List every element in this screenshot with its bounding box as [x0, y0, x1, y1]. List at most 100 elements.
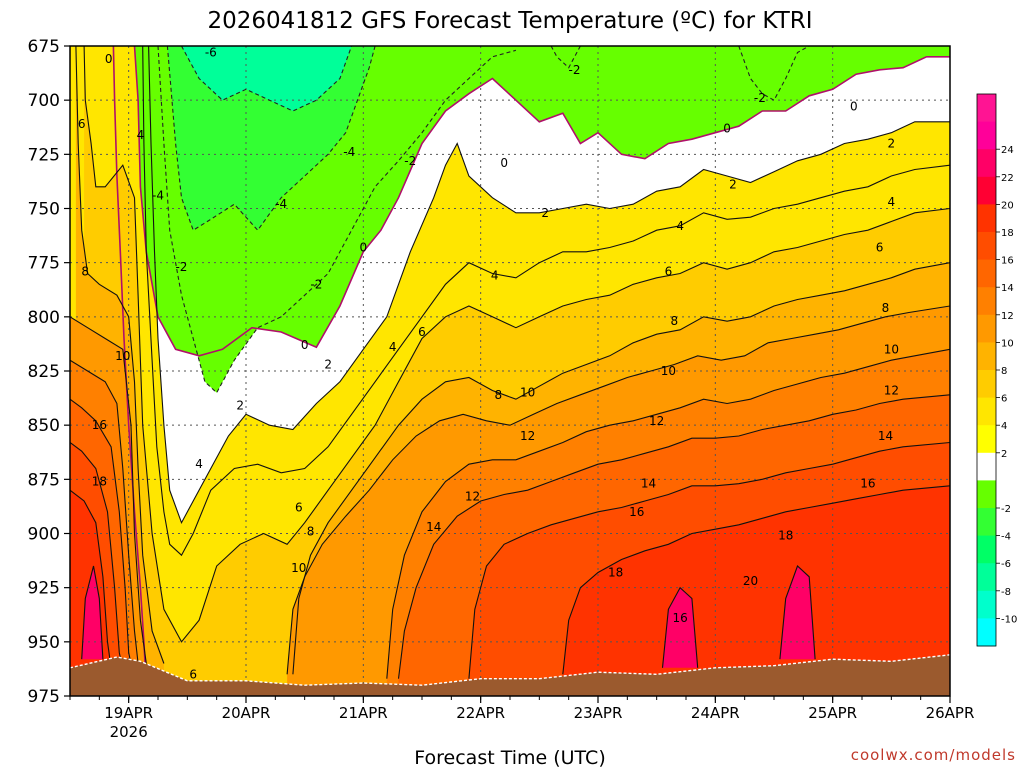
contour-label: -2: [404, 154, 416, 168]
x-tick-label: 22APR: [456, 704, 505, 722]
contour-line: [562, 485, 950, 675]
contour-label: 2: [324, 358, 332, 372]
contour-label: 20: [743, 574, 758, 588]
y-tick-label: 925: [28, 579, 60, 599]
contour-label: 16: [672, 611, 687, 625]
colorbar-swatch: [977, 590, 996, 619]
x-tick-label: 25APR: [808, 704, 857, 722]
contour-label: 10: [661, 364, 676, 378]
contour-label: 14: [426, 520, 441, 534]
colorbar-swatch: [977, 618, 996, 647]
contour-line: [142, 46, 950, 557]
colorbar-swatch: [977, 259, 996, 288]
contour-label: 6: [78, 117, 86, 131]
contour-label: 16: [860, 477, 875, 491]
x-tick-label: 19APR: [104, 704, 153, 722]
y-tick-label: 975: [28, 687, 60, 707]
contour-label: 0: [723, 121, 731, 135]
contour-label: 10: [291, 561, 306, 575]
colorbar-tick-label: -4: [1001, 532, 1011, 543]
x-tick-label: 21APR: [339, 704, 388, 722]
contour-label: 6: [189, 667, 197, 681]
contour-line: [70, 398, 132, 664]
contour-line: [83, 46, 950, 643]
y-tick-label: 750: [28, 200, 60, 220]
contour-line: [779, 565, 816, 660]
colorbar-swatch: [977, 535, 996, 564]
y-tick-label: 850: [28, 416, 60, 436]
band-fill-20: [662, 587, 698, 668]
y-tick-label: 675: [28, 37, 60, 57]
contour-label: 12: [884, 384, 899, 398]
band-fill-minus2: [551, 46, 581, 68]
contour-label: 4: [491, 269, 499, 283]
colorbar-swatch: [977, 121, 996, 150]
y-tick-label: 775: [28, 254, 60, 274]
contour-label: 18: [92, 475, 107, 489]
contour-label: -2: [175, 260, 187, 274]
contour-label: -4: [152, 189, 164, 203]
y-tick-label: 825: [28, 362, 60, 382]
contour-label: 8: [494, 388, 502, 402]
contour-line: [148, 46, 950, 525]
contour-line: [81, 565, 104, 660]
contour-line: [70, 442, 123, 664]
colorbar-swatch: [977, 176, 996, 205]
contour-line: [286, 305, 950, 675]
colorbar-tick-label: 12: [1001, 311, 1014, 322]
band-fill-18: [562, 485, 950, 696]
colorbar-legend: 24 22 20 18 16 14 12 10 8 6 4 2 -2 -4 -6 -8 -10: [976, 93, 1017, 647]
contour-label: 0: [850, 100, 858, 114]
colorbar-tick-label: 24: [1001, 145, 1014, 156]
contour-label: 4: [137, 128, 145, 142]
contour-label: 6: [665, 264, 673, 278]
contour-label: 10: [115, 349, 130, 363]
contour-line: [397, 394, 950, 679]
colorbar-tick-label: 2: [1001, 449, 1007, 460]
y-axis: 675 700 725 750 775 800 825 850 875 900 925 950 975: [28, 37, 70, 707]
colorbar-swatch: [977, 480, 996, 509]
contour-label: 2: [729, 178, 737, 192]
contour-label: -6: [205, 46, 217, 60]
colorbar-swatch: [977, 452, 996, 481]
colorbar-tick-label: 4: [1001, 421, 1007, 432]
contour-label: 6: [418, 325, 426, 339]
contour-label: 14: [641, 477, 656, 491]
colorbar-tick-label: -2: [1001, 504, 1011, 515]
colorbar-swatch: [977, 149, 996, 178]
y-tick-label: 725: [28, 145, 60, 165]
contour-label: 0: [301, 338, 309, 352]
contour-line: [181, 46, 353, 112]
contour-label: 4: [195, 457, 203, 471]
colorbar-swatch: [977, 342, 996, 371]
colorbar-tick-label: 20: [1001, 200, 1014, 211]
colorbar-tick-label: -6: [1001, 559, 1011, 570]
terrain-ground: [70, 654, 950, 696]
x-tick-label: 20APR: [222, 704, 271, 722]
contour-label: -4: [275, 197, 287, 211]
ground-fill: [70, 654, 950, 696]
contour-line: [133, 46, 950, 357]
colorbar-tick-label: -10: [1001, 614, 1017, 625]
contour-label: 8: [81, 264, 89, 278]
contour-lines: [70, 46, 950, 679]
contour-line: [166, 46, 376, 232]
contour-label: 18: [608, 566, 623, 580]
colorbar-tick-label: 16: [1001, 256, 1014, 267]
contour-label: 16: [92, 418, 107, 432]
contour-label: 2: [541, 206, 549, 220]
colorbar-swatch: [977, 314, 996, 343]
credit-text[interactable]: coolwx.com/models: [851, 746, 1016, 764]
contour-label: 12: [649, 414, 664, 428]
contour-label: 12: [520, 429, 535, 443]
colorbar-swatch: [977, 397, 996, 426]
y-tick-label: 875: [28, 470, 60, 490]
x-tick-label: 26APR: [926, 704, 975, 722]
ground-surface-line: [70, 654, 950, 686]
y-tick-label: 700: [28, 91, 60, 111]
colorbar-tick-label: 18: [1001, 228, 1014, 239]
contour-label: -2: [754, 91, 766, 105]
